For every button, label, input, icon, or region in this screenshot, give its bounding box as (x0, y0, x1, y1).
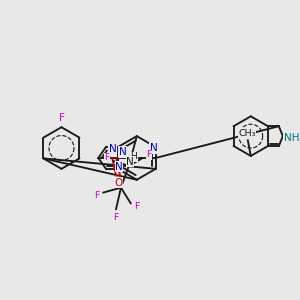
Text: F: F (58, 113, 64, 123)
Text: CH₃: CH₃ (238, 129, 256, 138)
Text: NH: NH (284, 133, 299, 143)
Text: H: H (130, 152, 137, 161)
Text: N: N (126, 157, 134, 167)
Text: O: O (114, 178, 122, 188)
Text: F: F (134, 202, 140, 211)
Text: F: F (104, 153, 110, 162)
Text: F: F (94, 191, 100, 200)
Text: N: N (109, 144, 117, 154)
Text: N: N (115, 162, 123, 172)
Text: N: N (150, 143, 158, 153)
Text: F: F (113, 213, 119, 222)
Text: F: F (146, 151, 152, 160)
Text: N: N (119, 147, 127, 157)
